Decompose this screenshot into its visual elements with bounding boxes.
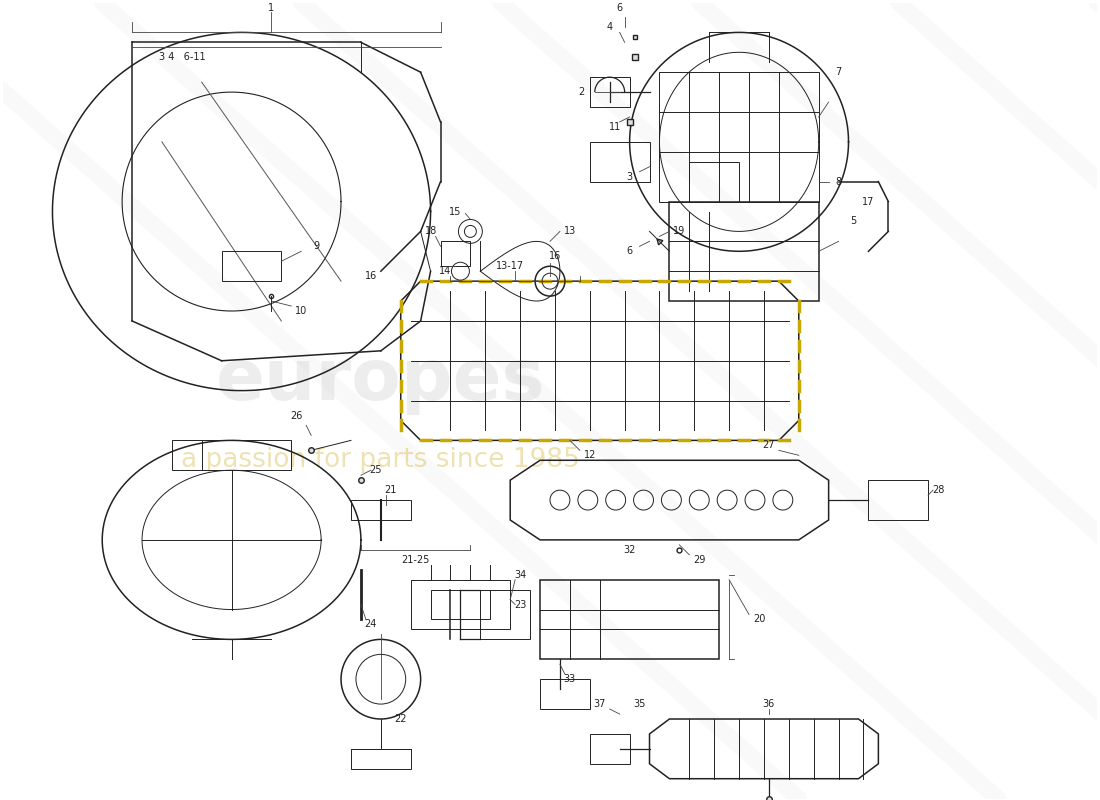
Text: 1: 1 (268, 2, 274, 13)
Text: europes: europes (216, 346, 546, 415)
Text: 14: 14 (439, 266, 452, 276)
Text: 18: 18 (425, 226, 437, 237)
Text: 8: 8 (836, 177, 842, 186)
Text: 3: 3 (627, 172, 632, 182)
Text: 6: 6 (627, 246, 632, 256)
Text: 16: 16 (549, 251, 561, 262)
Text: 37: 37 (594, 699, 606, 709)
Text: 27: 27 (762, 440, 776, 450)
Text: 25: 25 (370, 466, 382, 475)
Text: 32: 32 (624, 545, 636, 555)
Text: 34: 34 (514, 570, 526, 580)
Text: 23: 23 (514, 599, 526, 610)
Text: 21: 21 (385, 485, 397, 495)
Text: 22: 22 (395, 714, 407, 724)
Text: a passion for parts since 1985: a passion for parts since 1985 (182, 447, 581, 474)
Text: 33: 33 (564, 674, 576, 684)
Text: 3 4   6-11: 3 4 6-11 (158, 52, 205, 62)
Text: 12: 12 (584, 450, 596, 460)
Text: 17: 17 (862, 197, 874, 206)
Text: 6: 6 (617, 2, 623, 13)
Text: 26: 26 (290, 410, 303, 421)
Text: 24: 24 (365, 619, 377, 630)
Text: 2: 2 (579, 87, 585, 97)
Text: 15: 15 (449, 206, 462, 217)
Text: 4: 4 (606, 22, 613, 33)
Text: 35: 35 (634, 699, 646, 709)
Text: 29: 29 (693, 554, 705, 565)
Text: 21-25: 21-25 (402, 554, 430, 565)
Text: 11: 11 (608, 122, 620, 132)
Text: 16: 16 (365, 271, 377, 281)
Text: 36: 36 (762, 699, 776, 709)
Text: 13-17: 13-17 (496, 262, 525, 271)
Text: 5: 5 (850, 217, 857, 226)
Text: 19: 19 (673, 226, 685, 237)
Text: 10: 10 (295, 306, 307, 316)
Text: 13: 13 (564, 226, 576, 237)
Text: 7: 7 (836, 67, 842, 77)
Text: 28: 28 (932, 485, 944, 495)
Text: 9: 9 (314, 242, 319, 251)
Text: 20: 20 (752, 614, 766, 625)
